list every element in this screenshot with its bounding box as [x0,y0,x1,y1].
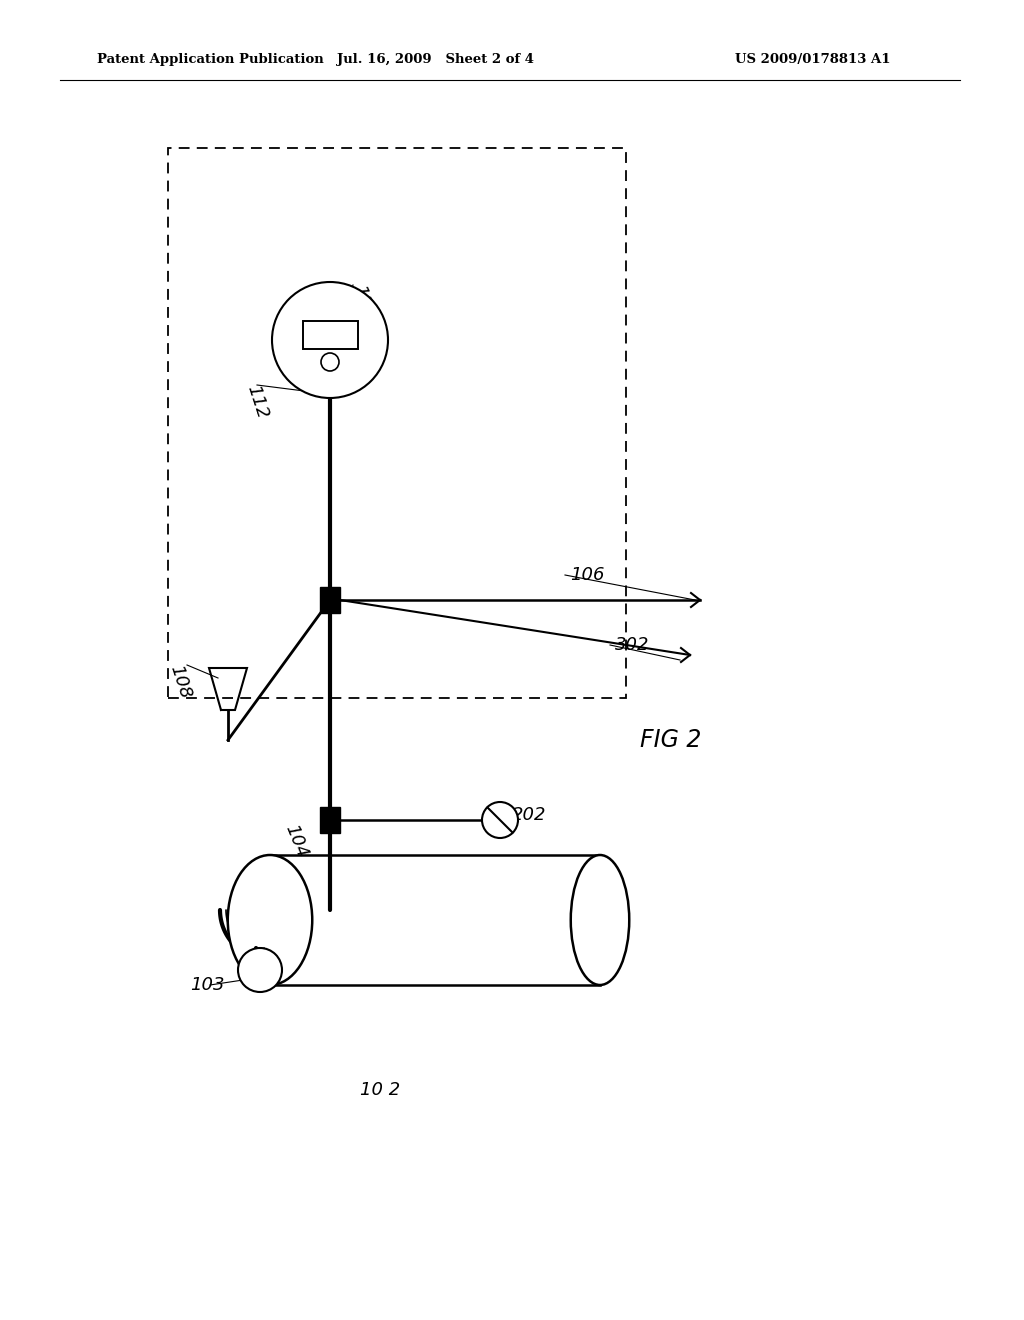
Circle shape [482,803,518,838]
Text: 302: 302 [615,636,649,653]
Circle shape [321,352,339,371]
Bar [302,321,357,348]
Text: 104: 104 [282,821,311,861]
Text: Jul. 16, 2009   Sheet 2 of 4: Jul. 16, 2009 Sheet 2 of 4 [337,54,534,66]
Text: 103: 103 [190,975,224,994]
Bar [319,807,340,833]
Text: 112: 112 [244,383,271,421]
Bar [319,587,340,612]
Ellipse shape [570,855,630,985]
Text: 110: 110 [349,282,377,321]
Text: Patent Application Publication: Patent Application Publication [97,54,324,66]
Ellipse shape [227,855,312,985]
Circle shape [238,948,282,993]
Circle shape [272,282,388,399]
Text: 108: 108 [167,663,195,701]
Text: 10 2: 10 2 [360,1081,400,1100]
Text: US 2009/0178813 A1: US 2009/0178813 A1 [735,54,891,66]
Bar [168,148,626,698]
Text: 106: 106 [570,566,604,583]
Text: FIG 2: FIG 2 [640,729,701,752]
Text: 202: 202 [512,807,547,824]
